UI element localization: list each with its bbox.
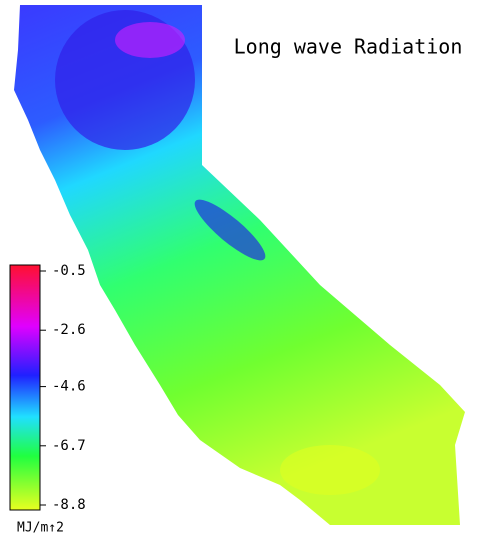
sierra-region <box>194 199 266 261</box>
colorbar-tick-label: -2.6 <box>52 322 86 338</box>
colorbar-tick-label: -0.5 <box>52 263 86 279</box>
colorbar-tick-label: -6.7 <box>52 438 86 454</box>
colorbar <box>9 264 41 511</box>
colorbar-tick-label: -8.8 <box>52 497 86 513</box>
map-title: Long wave Radiation <box>234 35 463 59</box>
colorbar-unit: MJ/m↑2 <box>17 521 64 536</box>
sierra-region <box>115 22 185 58</box>
colorbar-tick-label: -4.6 <box>52 379 86 395</box>
valley-region <box>280 445 380 495</box>
